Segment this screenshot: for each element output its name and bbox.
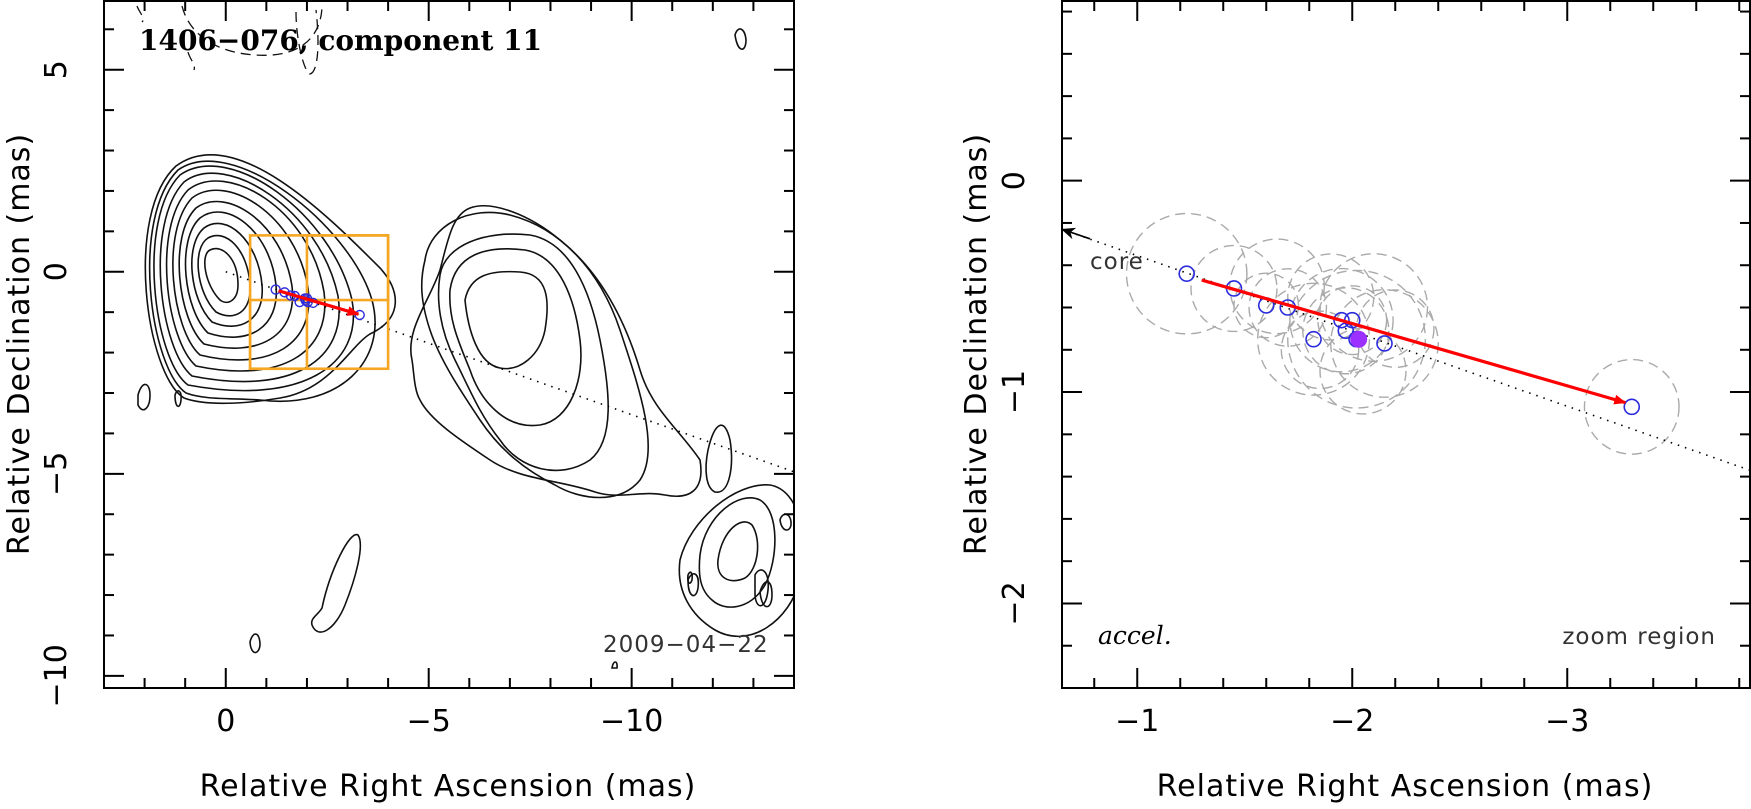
right-panel: −1 −2 −3 0 −1 −2 core accel. zoom region Rel… (959, 0, 1751, 804)
y-tick-label: 0 (997, 171, 1032, 190)
reference-epoch-point (1350, 330, 1368, 348)
position-marker (270, 284, 281, 295)
x-tick-label: −2 (1330, 704, 1374, 739)
x-tick-label: −10 (600, 704, 663, 739)
right-y-ticks: 0 −1 −2 (997, 10, 1750, 647)
y-tick-label: −2 (997, 581, 1032, 625)
uncertainty-circle (1319, 327, 1407, 415)
left-contour-map (136, 5, 794, 669)
left-core-direction-line (225, 271, 794, 473)
uncertainty-circle (1287, 269, 1427, 409)
zoom-box (305, 234, 390, 302)
position-marker (1305, 330, 1322, 348)
x-tick-label: −1 (1115, 704, 1159, 739)
uncertainty-circle (1280, 310, 1360, 390)
x-tick-label: −3 (1545, 704, 1589, 739)
position-marker (1178, 265, 1195, 282)
right-accel-label: accel. (1098, 621, 1172, 650)
uncertainty-circle (1355, 289, 1435, 369)
x-tick-label: −5 (407, 704, 451, 739)
position-marker (1376, 335, 1393, 352)
uncertainty-circle (1289, 267, 1394, 373)
right-x-ticks: −1 −2 −3 (1093, 1, 1741, 739)
uncertainty-circle (1125, 212, 1248, 335)
uncertainty-circle (1583, 358, 1680, 455)
left-panel: 0 −5 −10 5 0 −5 −10 1406−076, component 11 20… (2, 0, 795, 804)
left-y-axis-title: Relative Declination (mas) (2, 133, 37, 555)
right-velocity-vector (1201, 278, 1627, 405)
position-marker (1623, 398, 1641, 416)
uncertainty-circle (1248, 268, 1328, 347)
left-y-ticks: 5 0 −5 −10 (39, 28, 794, 708)
left-epoch-label: 2009−04−22 (603, 632, 769, 658)
right-core-arrow (1061, 227, 1091, 240)
right-plot-frame (1061, 0, 1751, 689)
x-tick-label: 0 (216, 704, 235, 739)
right-position-markers (1178, 265, 1641, 416)
right-core-direction-line (1062, 228, 1750, 472)
uncertainty-circle (1228, 238, 1325, 335)
y-tick-label: 0 (39, 262, 74, 281)
left-velocity-vector (278, 289, 360, 316)
right-uncertainty-circles (1125, 212, 1680, 455)
right-y-axis-title: Relative Declination (mas) (959, 133, 994, 555)
uncertainty-circle (1256, 282, 1371, 396)
position-marker (1333, 311, 1350, 329)
right-zoom-region-label: zoom region (1562, 624, 1716, 650)
uncertainty-circle (1319, 253, 1429, 362)
y-tick-label: −5 (39, 452, 74, 496)
uncertainty-circle (1302, 287, 1390, 375)
y-tick-label: 5 (39, 60, 74, 79)
left-zoom-boxes (248, 234, 390, 371)
right-core-label: core (1090, 249, 1144, 275)
left-plot-frame (103, 0, 795, 689)
left-panel-title: 1406−076, component 11 (139, 24, 542, 57)
left-x-axis-title: Relative Right Ascension (mas) (200, 769, 697, 804)
right-x-axis-title: Relative Right Ascension (mas) (1157, 769, 1654, 804)
uncertainty-circle (1190, 244, 1278, 333)
uncertainty-circle (1317, 285, 1388, 356)
zoom-box (248, 298, 309, 371)
y-tick-label: −1 (997, 370, 1032, 414)
y-tick-label: −10 (39, 644, 74, 707)
left-x-ticks: 0 −5 −10 (103, 1, 795, 739)
